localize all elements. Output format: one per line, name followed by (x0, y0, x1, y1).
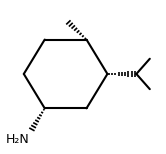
Text: H₂N: H₂N (6, 133, 29, 146)
